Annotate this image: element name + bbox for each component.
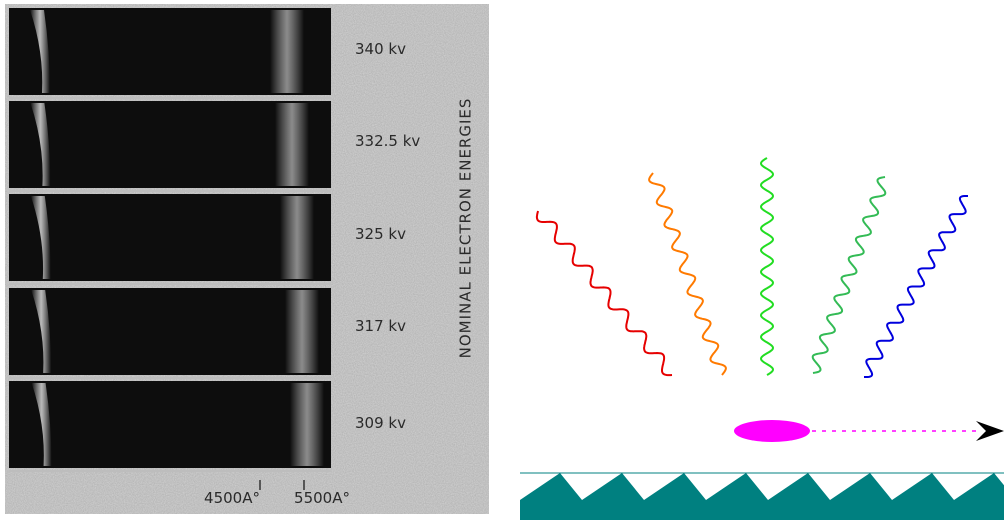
energy-label: 317 kv xyxy=(355,317,406,335)
left-emission-band xyxy=(31,383,52,466)
spectrum-strips xyxy=(9,8,331,472)
grating-teeth xyxy=(520,473,1004,520)
energy-label: 340 kv xyxy=(355,40,406,58)
emitted-waves xyxy=(535,157,968,378)
strip-background xyxy=(9,194,331,281)
energy-labels: 340 kv 332.5 kv 325 kv 317 kv 309 kv xyxy=(355,40,420,432)
wave xyxy=(864,195,968,378)
left-emission-band xyxy=(30,196,51,279)
left-emission-band xyxy=(31,290,52,373)
wavelength-label-5500: 5500A° xyxy=(294,489,350,507)
spectrum-strip xyxy=(9,101,331,192)
right-emission-band xyxy=(275,103,309,186)
right-emission-band xyxy=(290,383,324,466)
spectrum-strip xyxy=(9,381,331,472)
left-emission-band xyxy=(30,10,50,93)
wave xyxy=(811,176,887,374)
electron-particle xyxy=(734,420,810,442)
spectrum-strip xyxy=(9,194,331,285)
energy-label: 325 kv xyxy=(355,225,406,243)
energy-label: 332.5 kv xyxy=(355,132,420,150)
spectrum-strip xyxy=(9,8,331,99)
wave xyxy=(759,157,775,376)
trajectory-arrowhead xyxy=(976,421,1004,441)
strip-background xyxy=(9,381,331,468)
wave xyxy=(648,172,727,376)
vertical-axis-label: NOMINAL ELECTRON ENERGIES xyxy=(457,98,475,359)
spectrogram-panel: 340 kv 332.5 kv 325 kv 317 kv 309 kv NOMINAL… xyxy=(5,4,489,514)
left-emission-band xyxy=(30,103,51,186)
spectrum-strip xyxy=(9,288,331,379)
right-emission-band xyxy=(270,10,304,93)
wave xyxy=(535,210,673,377)
grating-surface xyxy=(520,472,1004,520)
wavelength-label-4500: 4500A° xyxy=(204,489,260,507)
right-emission-band xyxy=(285,290,319,373)
diagram-panel xyxy=(520,157,1004,520)
energy-label: 309 kv xyxy=(355,414,406,432)
right-emission-band xyxy=(280,196,314,279)
strip-background xyxy=(9,288,331,375)
